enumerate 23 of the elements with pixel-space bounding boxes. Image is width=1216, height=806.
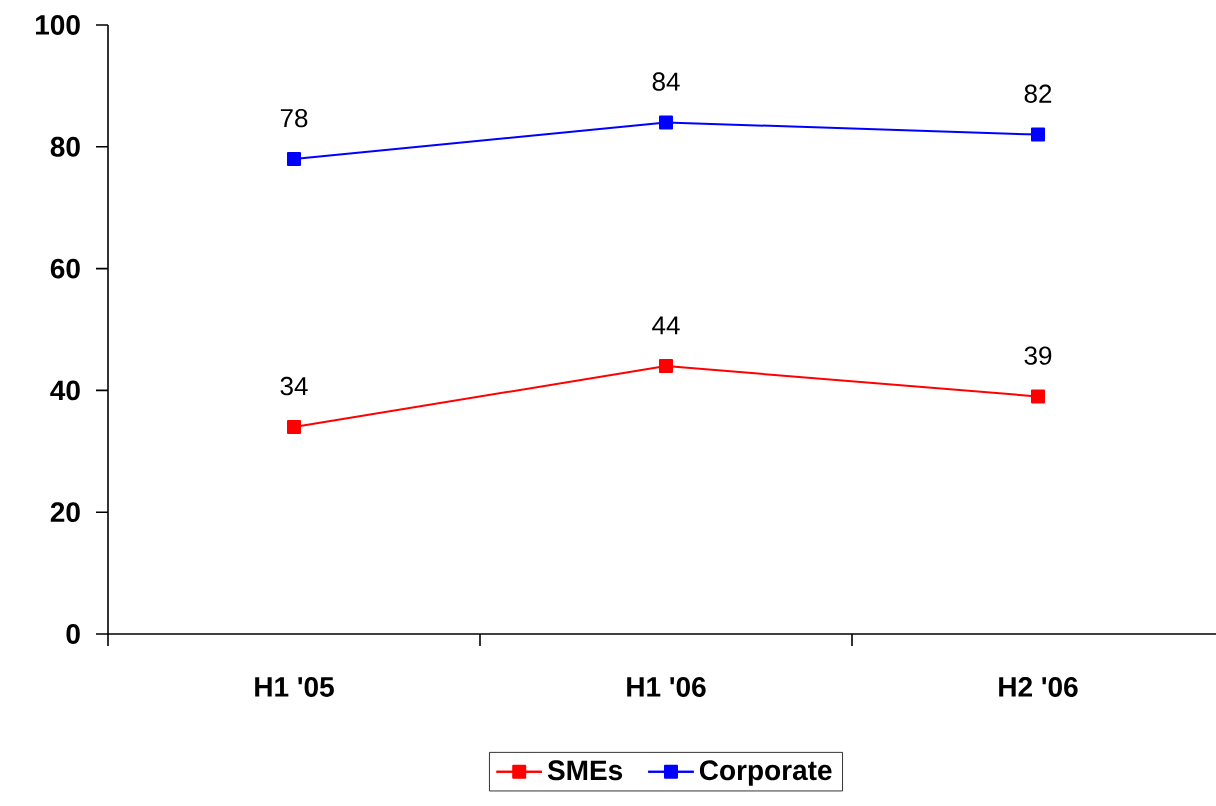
data-label: 82 [1024, 84, 1052, 103]
point [659, 115, 673, 130]
point [659, 359, 673, 374]
legend-label: SMEs [547, 760, 623, 781]
point [287, 419, 301, 434]
y-tick-label: 60 [50, 258, 80, 279]
x-tick-label: H2 '06 [999, 677, 1078, 697]
data-label: 44 [652, 316, 680, 335]
y-tick-label: 80 [50, 136, 80, 157]
point [1031, 127, 1045, 142]
data-label: 84 [652, 72, 680, 91]
data-label: 34 [280, 376, 308, 396]
point [287, 151, 301, 166]
data-label: 78 [280, 108, 308, 128]
x-tick-label: H1 '06 [627, 677, 706, 697]
x-tick-label: H1 '05 [255, 677, 334, 697]
point [1031, 389, 1045, 404]
legend-label: Corporate [699, 760, 832, 786]
y-tick-label: 40 [50, 380, 80, 401]
y-tick-label: 0 [66, 624, 80, 644]
data-label: 39 [1024, 346, 1052, 365]
y-tick-label: 20 [50, 502, 80, 523]
y-tick-label: 100 [35, 15, 80, 35]
